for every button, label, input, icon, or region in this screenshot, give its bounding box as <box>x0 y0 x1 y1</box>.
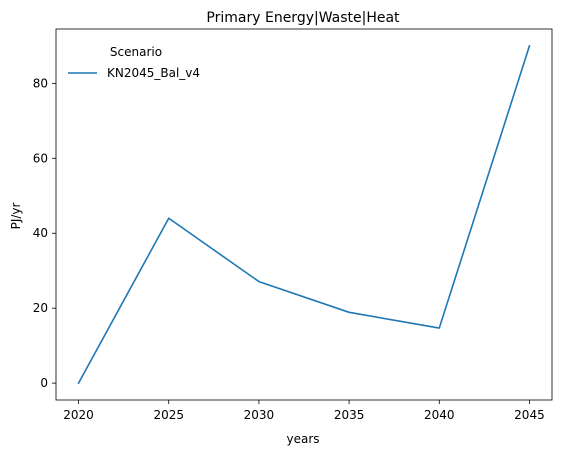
x-axis-label: years <box>286 432 319 446</box>
legend: Scenario KN2045_Bal_v4 <box>68 45 200 80</box>
y-tick-label-20: 20 <box>33 301 48 315</box>
y-tick-label-80: 80 <box>33 76 48 90</box>
x-tick-label-2040: 2040 <box>424 408 455 422</box>
legend-entry-0: KN2045_Bal_v4 <box>107 66 200 80</box>
chart-title: Primary Energy|Waste|Heat <box>206 10 400 26</box>
y-axis-label: PJ/yr <box>9 203 23 230</box>
y-tick-label-0: 0 <box>40 376 48 390</box>
x-tick-label-2025: 2025 <box>153 408 184 422</box>
x-tick-label-2035: 2035 <box>334 408 365 422</box>
axes-frame <box>55 28 553 401</box>
y-tick-label-60: 60 <box>33 151 48 165</box>
y-tick-label-40: 40 <box>33 226 48 240</box>
series-line-0 <box>77 44 531 385</box>
x-tick-label-2030: 2030 <box>244 408 275 422</box>
x-tick-label-2045: 2045 <box>514 408 545 422</box>
x-tick-label-2020: 2020 <box>63 408 94 422</box>
legend-title: Scenario <box>110 45 162 59</box>
